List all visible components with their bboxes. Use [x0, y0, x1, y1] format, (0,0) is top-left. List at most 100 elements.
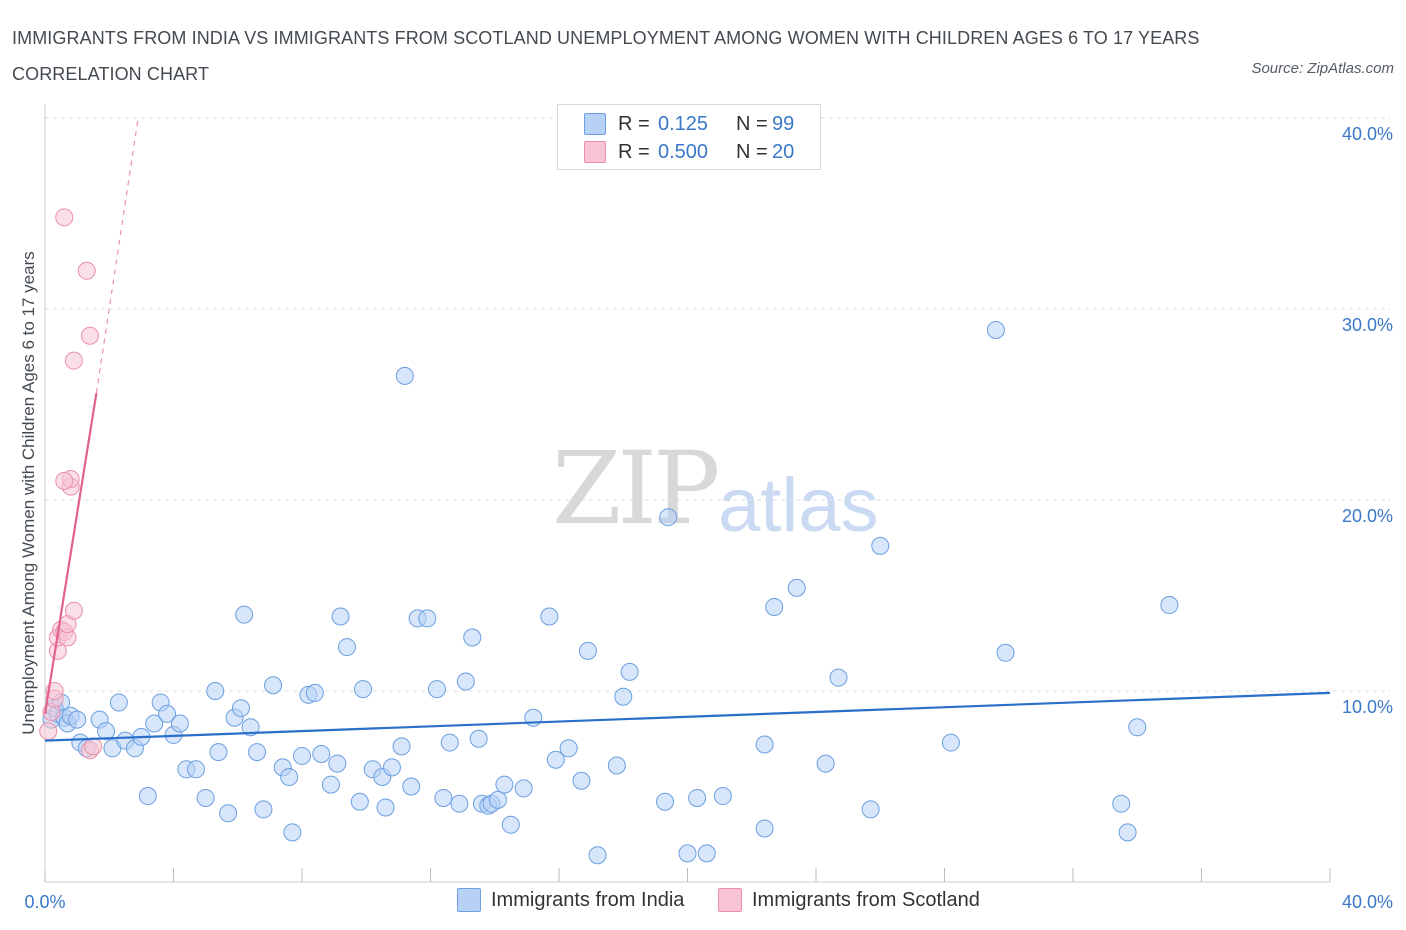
y-tick-label: 40.0%: [1342, 124, 1393, 144]
india-point: [254, 800, 273, 819]
india-point: [328, 754, 347, 773]
scotland-point: [64, 351, 83, 370]
india-point: [145, 714, 164, 733]
india-point: [450, 794, 469, 813]
scotland-point: [84, 737, 103, 756]
series-legend: Immigrants from India Immigrants from Sc…: [0, 888, 1406, 916]
india-point: [697, 844, 716, 863]
scotland-point: [55, 208, 74, 227]
india-point: [578, 641, 597, 660]
india-point: [755, 735, 774, 754]
tick-labels: 10.0% 20.0% 30.0% 40.0% 0.0% 40.0% Unemploymen…: [19, 124, 1393, 912]
india-point: [713, 787, 732, 806]
r-value: 0.500: [658, 140, 709, 163]
india-point: [469, 729, 488, 748]
india-point: [305, 683, 324, 702]
india-point: [392, 737, 411, 756]
stats-legend: R = 0.125 N = 99 R = 0.500 N = 20: [557, 104, 821, 170]
india-point: [941, 733, 960, 752]
india-point: [337, 638, 356, 657]
india-point: [241, 718, 260, 737]
n-value: 99: [772, 112, 795, 135]
india-point: [434, 788, 453, 807]
india-point: [755, 819, 774, 838]
scotland-point: [80, 326, 99, 345]
n-label: N =: [736, 112, 768, 135]
y-tick-label: 30.0%: [1342, 315, 1393, 335]
india-point: [607, 756, 626, 775]
india-point: [350, 792, 369, 811]
data-points: [39, 208, 1179, 865]
legend-item-india[interactable]: Immigrants from India: [457, 888, 684, 912]
legend-label-scotland: Immigrants from Scotland: [752, 888, 980, 911]
scotland-trend-extension: [95, 117, 139, 394]
legend-row-scotland: R = 0.500 N = 20: [584, 139, 794, 165]
india-point: [280, 767, 299, 786]
n-label: N =: [736, 140, 768, 163]
india-point: [588, 846, 607, 865]
india-point: [540, 607, 559, 626]
india-point: [231, 699, 250, 718]
india-point: [264, 676, 283, 695]
x-tick-label: 40.0%: [1342, 892, 1393, 912]
india-point: [678, 844, 697, 863]
india-trend-line: [44, 691, 1331, 742]
india-point: [463, 628, 482, 647]
y-tick-label: 20.0%: [1342, 506, 1393, 526]
india-point: [688, 788, 707, 807]
india-point: [787, 578, 806, 597]
chart-title: IMMIGRANTS FROM INDIA VS IMMIGRANTS FROM…: [12, 28, 1200, 84]
r-label: R =: [618, 140, 650, 163]
r-label: R =: [618, 112, 650, 135]
india-point: [376, 798, 395, 817]
india-point: [514, 779, 533, 798]
scotland-point: [77, 261, 96, 280]
india-point: [138, 787, 157, 806]
india-point: [206, 682, 225, 700]
india-point: [986, 321, 1005, 340]
india-point: [68, 710, 87, 729]
india-point: [418, 609, 437, 628]
india-point: [501, 815, 520, 834]
india-point: [1128, 718, 1147, 737]
scotland-point: [64, 601, 83, 620]
india-point: [97, 722, 116, 741]
india-point: [659, 508, 678, 527]
india-point: [996, 643, 1015, 662]
india-point: [656, 792, 675, 811]
scotland-point: [55, 471, 74, 490]
india-point: [546, 750, 565, 769]
india-point: [829, 668, 848, 687]
scotland-swatch: [584, 141, 606, 163]
india-point: [283, 823, 302, 842]
india-point: [495, 775, 514, 794]
x-tick-label: 0.0%: [24, 892, 65, 912]
india-point: [488, 790, 507, 809]
india-point: [559, 739, 578, 758]
r-value: 0.125: [658, 112, 709, 135]
india-point: [293, 746, 311, 765]
grid: [45, 117, 1390, 692]
india-point: [331, 607, 350, 626]
india-point: [402, 777, 421, 796]
y-axis-label: Unemployment Among Women with Children A…: [19, 251, 38, 735]
india-point: [354, 680, 373, 699]
india-point: [572, 771, 591, 790]
india-point: [170, 714, 189, 733]
india-point: [312, 745, 331, 764]
legend-item-scotland[interactable]: Immigrants from Scotland: [718, 888, 980, 912]
india-point: [395, 366, 414, 385]
india-point: [209, 743, 228, 762]
india-point: [816, 754, 835, 773]
n-value: 20: [772, 140, 795, 163]
india-point: [765, 597, 784, 616]
scotland-trend-line: [43, 392, 98, 715]
india-point: [614, 687, 633, 706]
india-point: [158, 704, 177, 723]
india-point: [382, 758, 401, 777]
india-point: [456, 672, 475, 691]
india-point: [871, 536, 890, 555]
y-tick-label: 10.0%: [1342, 697, 1393, 717]
watermark-zip: ZIP: [552, 430, 720, 547]
